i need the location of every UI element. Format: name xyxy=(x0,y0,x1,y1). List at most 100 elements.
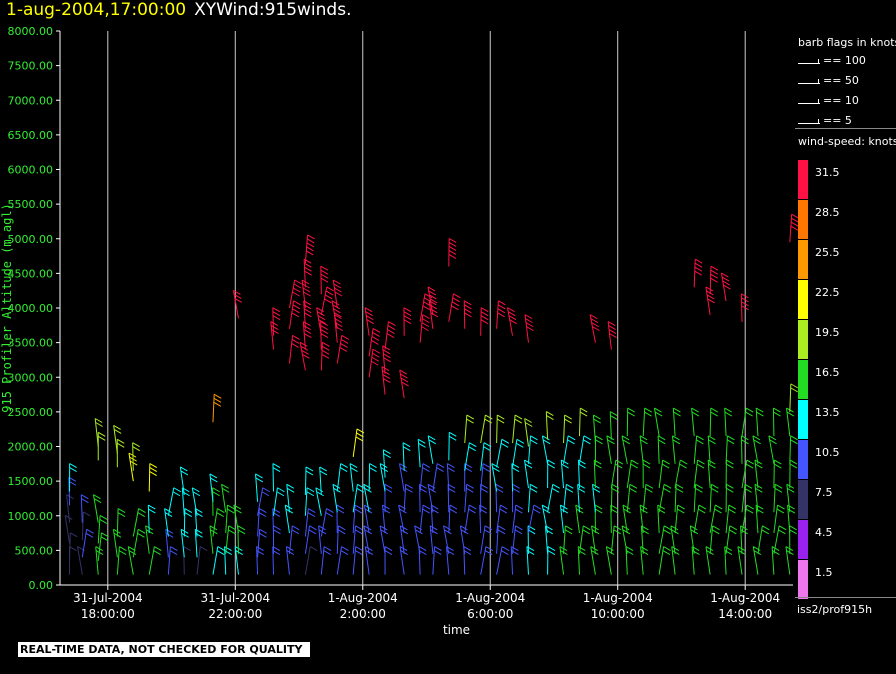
barb-staff xyxy=(446,463,450,492)
barb-staff xyxy=(512,439,518,468)
barb-flag xyxy=(741,293,749,299)
wind-barb xyxy=(288,334,300,364)
wind-barb xyxy=(352,483,365,513)
barb-flag xyxy=(710,273,718,279)
barb-staff xyxy=(658,459,664,489)
barb-flag xyxy=(319,466,327,472)
barb-staff xyxy=(709,484,712,513)
barb-staff xyxy=(592,415,596,444)
wind-barb xyxy=(221,483,230,513)
barb-flag xyxy=(480,307,489,313)
barb-flag xyxy=(774,459,782,465)
barb-flag xyxy=(579,411,588,417)
barb-flag xyxy=(741,305,749,311)
barb-flag xyxy=(532,508,541,514)
barb-staff xyxy=(299,342,306,371)
barb-flag xyxy=(304,270,312,276)
barb-flag xyxy=(303,308,312,314)
barb-staff xyxy=(234,546,239,575)
barb-staff xyxy=(97,532,102,561)
barb-flag xyxy=(644,411,652,417)
barb-flag xyxy=(422,318,430,324)
wind-barb xyxy=(427,435,437,464)
barb-flag xyxy=(270,321,279,326)
wind-barb xyxy=(626,459,639,489)
barb-flag xyxy=(371,336,380,341)
wind-barb xyxy=(384,546,393,575)
barb-flag xyxy=(113,428,122,434)
barb-flag xyxy=(741,297,749,303)
barb-flag xyxy=(421,326,429,332)
barb-staff xyxy=(132,508,140,537)
barb-staff xyxy=(432,463,438,492)
barb-flag xyxy=(149,467,157,472)
barb-staff xyxy=(741,484,746,513)
barb-flag xyxy=(511,546,519,552)
barb-flag xyxy=(610,504,619,510)
barb-flag xyxy=(714,508,722,514)
wind-barb xyxy=(443,525,452,554)
barb-flag xyxy=(365,546,373,552)
barb-staff xyxy=(225,505,229,534)
barb-flag xyxy=(501,546,510,552)
barb-staff xyxy=(145,525,150,554)
wind-barb xyxy=(273,487,285,516)
wind-barb xyxy=(755,407,764,437)
barb-flag xyxy=(427,435,436,441)
barb-staff xyxy=(658,546,665,575)
chart-title: 1-aug-2004,17:00:00 XYWind:915winds. xyxy=(6,0,351,20)
barb-flag xyxy=(217,546,226,552)
barb-flag xyxy=(566,483,574,489)
wind-barb xyxy=(116,546,127,575)
barb-staff xyxy=(364,546,370,575)
barb-staff xyxy=(512,525,516,554)
barb-flag xyxy=(270,325,279,330)
barb-flag xyxy=(356,432,364,438)
barb-flag xyxy=(321,353,330,359)
barb-staff xyxy=(480,525,486,554)
barb-flag xyxy=(422,508,430,514)
barb-staff xyxy=(459,525,466,554)
barb-flag xyxy=(448,435,457,441)
barb-staff xyxy=(285,546,290,575)
barb-flag xyxy=(365,315,374,321)
wind-barb xyxy=(707,435,716,464)
barb-flag xyxy=(577,546,586,552)
wind-barb xyxy=(304,525,317,554)
barb-flag xyxy=(790,439,798,445)
wind-barb xyxy=(364,546,374,575)
barb-staff xyxy=(272,546,275,575)
wind-barb xyxy=(725,525,738,554)
wind-barb xyxy=(496,504,508,534)
barb-flag xyxy=(675,487,684,493)
wind-barb xyxy=(419,463,431,492)
barb-staff xyxy=(575,504,580,534)
wind-barb xyxy=(304,487,315,516)
barb-staff xyxy=(304,487,308,516)
barb-flag xyxy=(591,322,599,328)
barb-staff xyxy=(212,508,218,537)
barb-flag xyxy=(304,266,312,272)
barb-flag xyxy=(306,487,315,493)
barb-flag xyxy=(724,546,733,552)
barb-flag xyxy=(790,387,798,393)
wind-barb xyxy=(752,546,762,575)
barb-staff xyxy=(674,459,681,489)
wind-barb xyxy=(66,494,74,523)
barb-flag xyxy=(657,435,666,441)
barb-flag xyxy=(422,314,430,320)
barb-staff xyxy=(304,508,309,537)
wind-barb xyxy=(448,504,458,534)
wind-barb xyxy=(286,483,295,513)
barb-staff xyxy=(399,463,405,492)
barb-flag xyxy=(663,525,672,531)
barb-flag xyxy=(642,459,651,465)
barb-flag xyxy=(491,463,500,468)
barb-flag xyxy=(583,435,592,441)
barb-flag xyxy=(165,532,174,538)
barb-staff xyxy=(724,546,727,575)
barb-flag xyxy=(542,435,550,441)
barb-flag xyxy=(606,546,614,552)
barb-flag xyxy=(677,504,685,510)
barb-flag xyxy=(645,483,654,489)
